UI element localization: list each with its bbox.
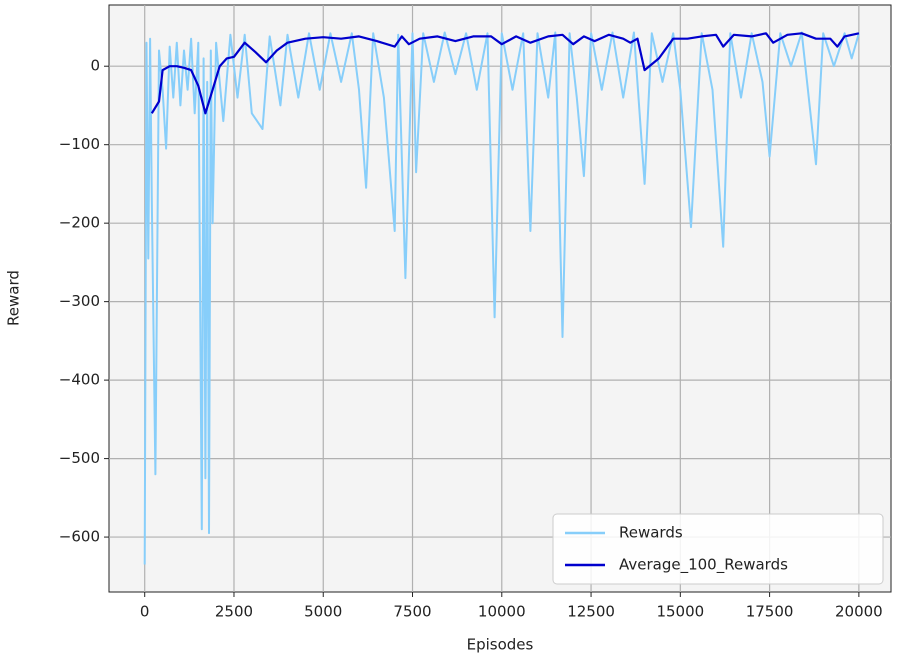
y-tick-label: −100 bbox=[59, 135, 100, 153]
legend-box bbox=[552, 513, 884, 585]
x-tick-label: 17500 bbox=[746, 603, 794, 621]
x-tick-label: 7500 bbox=[393, 603, 431, 621]
y-tick-label: −600 bbox=[59, 528, 100, 546]
x-tick-label: 20000 bbox=[835, 603, 883, 621]
y-axis-label: Reward bbox=[5, 270, 23, 326]
series-line bbox=[143, 31, 860, 565]
legend-label: Rewards bbox=[619, 524, 683, 542]
series-line bbox=[150, 32, 860, 115]
y-tick-label: −200 bbox=[59, 214, 100, 232]
x-tick-label: 0 bbox=[140, 603, 150, 621]
x-tick-label: 15000 bbox=[656, 603, 704, 621]
x-tick-label: 2500 bbox=[215, 603, 253, 621]
y-tick-label: −500 bbox=[59, 449, 100, 467]
y-tick-label: −300 bbox=[59, 292, 100, 310]
legend-label: Average_100_Rewards bbox=[619, 556, 788, 575]
x-axis-label: Episodes bbox=[467, 636, 534, 654]
y-tick-label: 0 bbox=[90, 57, 100, 75]
y-tick-label: −400 bbox=[59, 371, 100, 389]
x-tick-label: 5000 bbox=[304, 603, 342, 621]
x-tick-label: 10000 bbox=[478, 603, 526, 621]
x-tick-label: 12500 bbox=[567, 603, 615, 621]
